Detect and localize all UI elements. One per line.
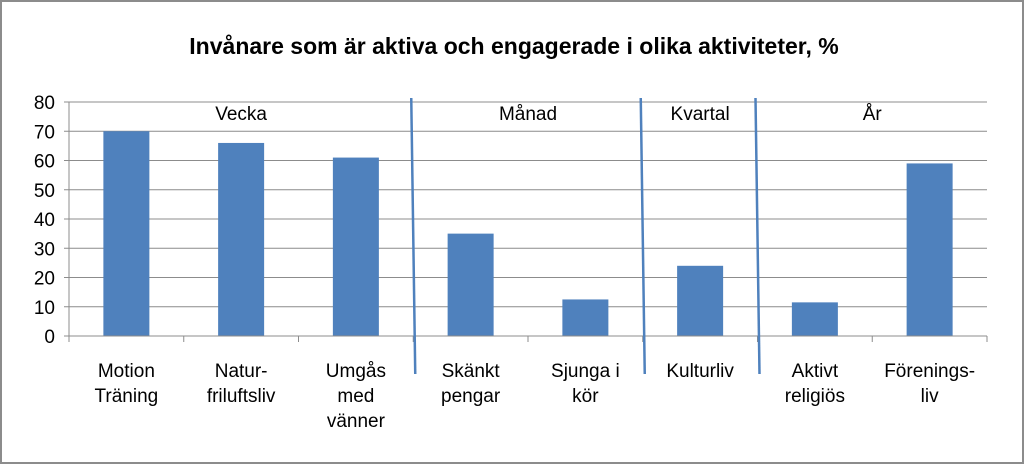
y-tick-label: 60 <box>34 152 55 173</box>
y-tick-label: 0 <box>44 327 55 348</box>
y-tick-label: 50 <box>34 181 55 202</box>
x-tick-label: Kulturliv <box>666 361 734 382</box>
y-tick-label: 70 <box>34 122 55 143</box>
x-tick-label: Natur-friluftsliv <box>207 361 276 407</box>
bar <box>332 157 379 336</box>
x-tick-label: Förenings-liv <box>884 361 975 407</box>
y-tick-label: 40 <box>34 210 55 231</box>
x-tick-label: Aktivt religiös <box>785 361 845 407</box>
y-tick-label: 30 <box>34 239 55 260</box>
bar <box>791 302 838 336</box>
period-label: Vecka <box>215 104 267 125</box>
bar <box>677 265 724 336</box>
bar <box>562 299 609 336</box>
period-label: År <box>863 104 883 125</box>
x-tick-label: Sjunga i kör <box>551 361 620 407</box>
y-tick-label: 20 <box>34 269 55 290</box>
bar <box>103 131 150 336</box>
y-tick-label: 80 <box>34 93 55 114</box>
x-tick-label: Skänkt pengar <box>441 361 501 407</box>
y-tick-label: 10 <box>34 298 55 319</box>
bar <box>447 233 494 336</box>
chart-title: Invånare som är aktiva och engagerade i … <box>189 33 839 59</box>
period-divider <box>410 97 417 375</box>
x-tick-label: Motion Träning <box>95 361 159 407</box>
period-label: Kvartal <box>671 104 730 125</box>
period-divider <box>754 97 761 375</box>
bar <box>218 142 265 336</box>
period-label: Månad <box>499 104 557 125</box>
period-divider <box>639 97 646 375</box>
bar <box>906 163 953 336</box>
x-tick-label: Umgås med vänner <box>326 361 386 432</box>
